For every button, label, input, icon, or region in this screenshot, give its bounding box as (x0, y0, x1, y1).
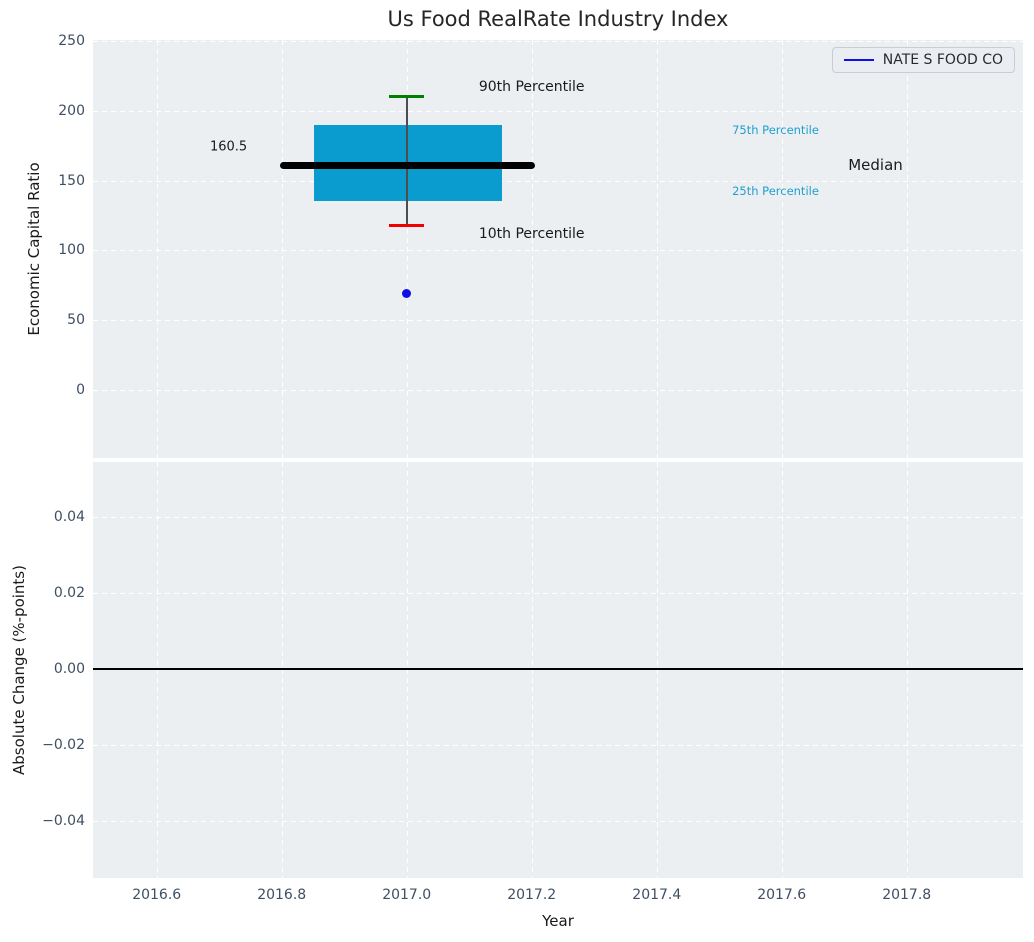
chart-title: Us Food RealRate Industry Index (387, 7, 729, 31)
x-tick-label: 2016.6 (132, 887, 182, 903)
x-gridline (656, 40, 658, 458)
company-data-point (402, 289, 412, 299)
y-gridline (93, 41, 1023, 42)
y-tick-label: 150 (58, 172, 85, 189)
x-gridline (406, 40, 408, 458)
y-tick-label: 100 (58, 242, 85, 259)
y-tick-label: 0.00 (53, 661, 85, 678)
y-tick-label: 0.04 (53, 509, 85, 526)
y-gridline (93, 593, 1023, 595)
annotation-90th-percentile: 90th Percentile (478, 79, 585, 95)
y-gridline (93, 110, 1023, 112)
x-tick-label: 2017.0 (382, 887, 432, 903)
legend-line-swatch (843, 59, 874, 61)
top-y-axis-label: Economic Capital Ratio (25, 162, 43, 336)
legend-label: NATE S FOOD CO (882, 52, 1003, 68)
y-gridline (93, 250, 1023, 252)
bottom-y-axis-label: Absolute Change (%-points) (10, 565, 28, 775)
y-gridline (93, 821, 1023, 822)
whisker-line (406, 96, 408, 226)
x-gridline (156, 40, 158, 458)
annotation-75th-percentile: 75th Percentile (732, 123, 819, 138)
annotation-160-5: 160.5 (209, 139, 248, 155)
x-gridline (906, 40, 908, 458)
y-gridline (93, 745, 1023, 746)
y-gridline (93, 180, 1023, 182)
annotation-10th-percentile: 10th Percentile (478, 225, 585, 242)
y-gridline (93, 320, 1023, 322)
p10-cap (389, 223, 425, 227)
legend: NATE S FOOD CO (831, 47, 1015, 73)
p90-cap (389, 95, 425, 99)
y-tick-label: −0.02 (42, 737, 85, 753)
annotation-median: Median (848, 156, 903, 175)
y-gridline (93, 390, 1023, 391)
zero-change-line (93, 668, 1023, 671)
y-gridline (93, 517, 1023, 519)
y-tick-label: −0.04 (42, 813, 85, 829)
top-axes: NATE S FOOD CO 90th Percentile 10th Perce… (93, 40, 1023, 458)
y-tick-label: 250 (58, 33, 85, 49)
annotation-25th-percentile: 25th Percentile (732, 184, 819, 199)
x-gridline (781, 40, 783, 458)
x-gridline (281, 40, 283, 458)
x-gridline (531, 40, 533, 458)
bottom-axes (93, 462, 1023, 878)
y-tick-label: 0.02 (53, 585, 85, 602)
median-line (279, 162, 536, 170)
y-tick-label: 200 (58, 102, 85, 119)
x-tick-label: 2016.8 (257, 887, 307, 903)
x-tick-label: 2017.6 (757, 887, 807, 903)
x-tick-label: 2017.2 (507, 887, 557, 903)
y-tick-label: 0 (76, 382, 85, 398)
x-axis-label: Year (542, 912, 574, 930)
y-tick-label: 50 (67, 312, 85, 329)
x-tick-label: 2017.8 (882, 887, 932, 903)
x-tick-label: 2017.4 (632, 887, 682, 903)
